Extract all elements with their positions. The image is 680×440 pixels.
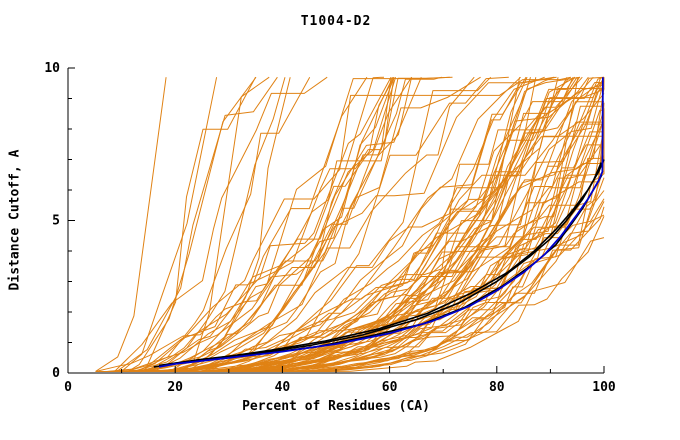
ensemble-curve — [96, 118, 605, 372]
x-tick-label: 0 — [64, 380, 72, 395]
ensemble-curve — [116, 76, 278, 372]
ensemble-curve — [132, 76, 395, 372]
chart-title: T1004-D2 — [300, 14, 372, 29]
ensemble-curve — [156, 76, 589, 372]
ensemble-curve — [185, 76, 475, 372]
ensemble-curve — [139, 76, 450, 372]
ensemble-curve — [98, 77, 422, 372]
ensemble-curve — [121, 77, 218, 372]
x-tick-label: 60 — [382, 380, 398, 395]
ensemble-curve — [98, 76, 481, 372]
ensemble-curve — [156, 76, 555, 372]
ensemble-curve — [125, 77, 392, 372]
ensemble-curve — [101, 77, 605, 372]
x-tick-label: 80 — [489, 380, 505, 395]
ensemble-curve — [183, 88, 604, 372]
ensemble-curve — [125, 76, 572, 372]
y-tick-label: 10 — [44, 61, 60, 76]
x-axis-label: Percent of Residues (CA) — [242, 399, 430, 414]
ensemble-curve — [107, 76, 311, 372]
x-tick-label: 100 — [592, 380, 616, 395]
ensemble-curve — [131, 87, 605, 372]
ensemble-curve — [104, 76, 443, 372]
ensemble-curve — [160, 76, 385, 372]
y-tick-label: 5 — [52, 214, 60, 229]
ensemble-curve — [141, 76, 570, 372]
ensemble-curve — [179, 76, 453, 372]
ensemble-curve — [114, 76, 328, 372]
ensemble-curve — [144, 76, 392, 372]
ensemble-curve — [95, 77, 167, 372]
model-blue-best — [158, 77, 604, 368]
ensemble-curve — [144, 76, 256, 372]
ensemble-curve — [101, 76, 394, 372]
ensemble-curve — [95, 76, 557, 372]
x-tick-label: 40 — [275, 380, 291, 395]
model-black-2 — [169, 159, 605, 365]
x-tick-label: 20 — [167, 380, 183, 395]
ensemble-curve — [115, 76, 257, 372]
y-tick-label: 0 — [52, 366, 60, 381]
ensemble-curve — [133, 76, 368, 372]
